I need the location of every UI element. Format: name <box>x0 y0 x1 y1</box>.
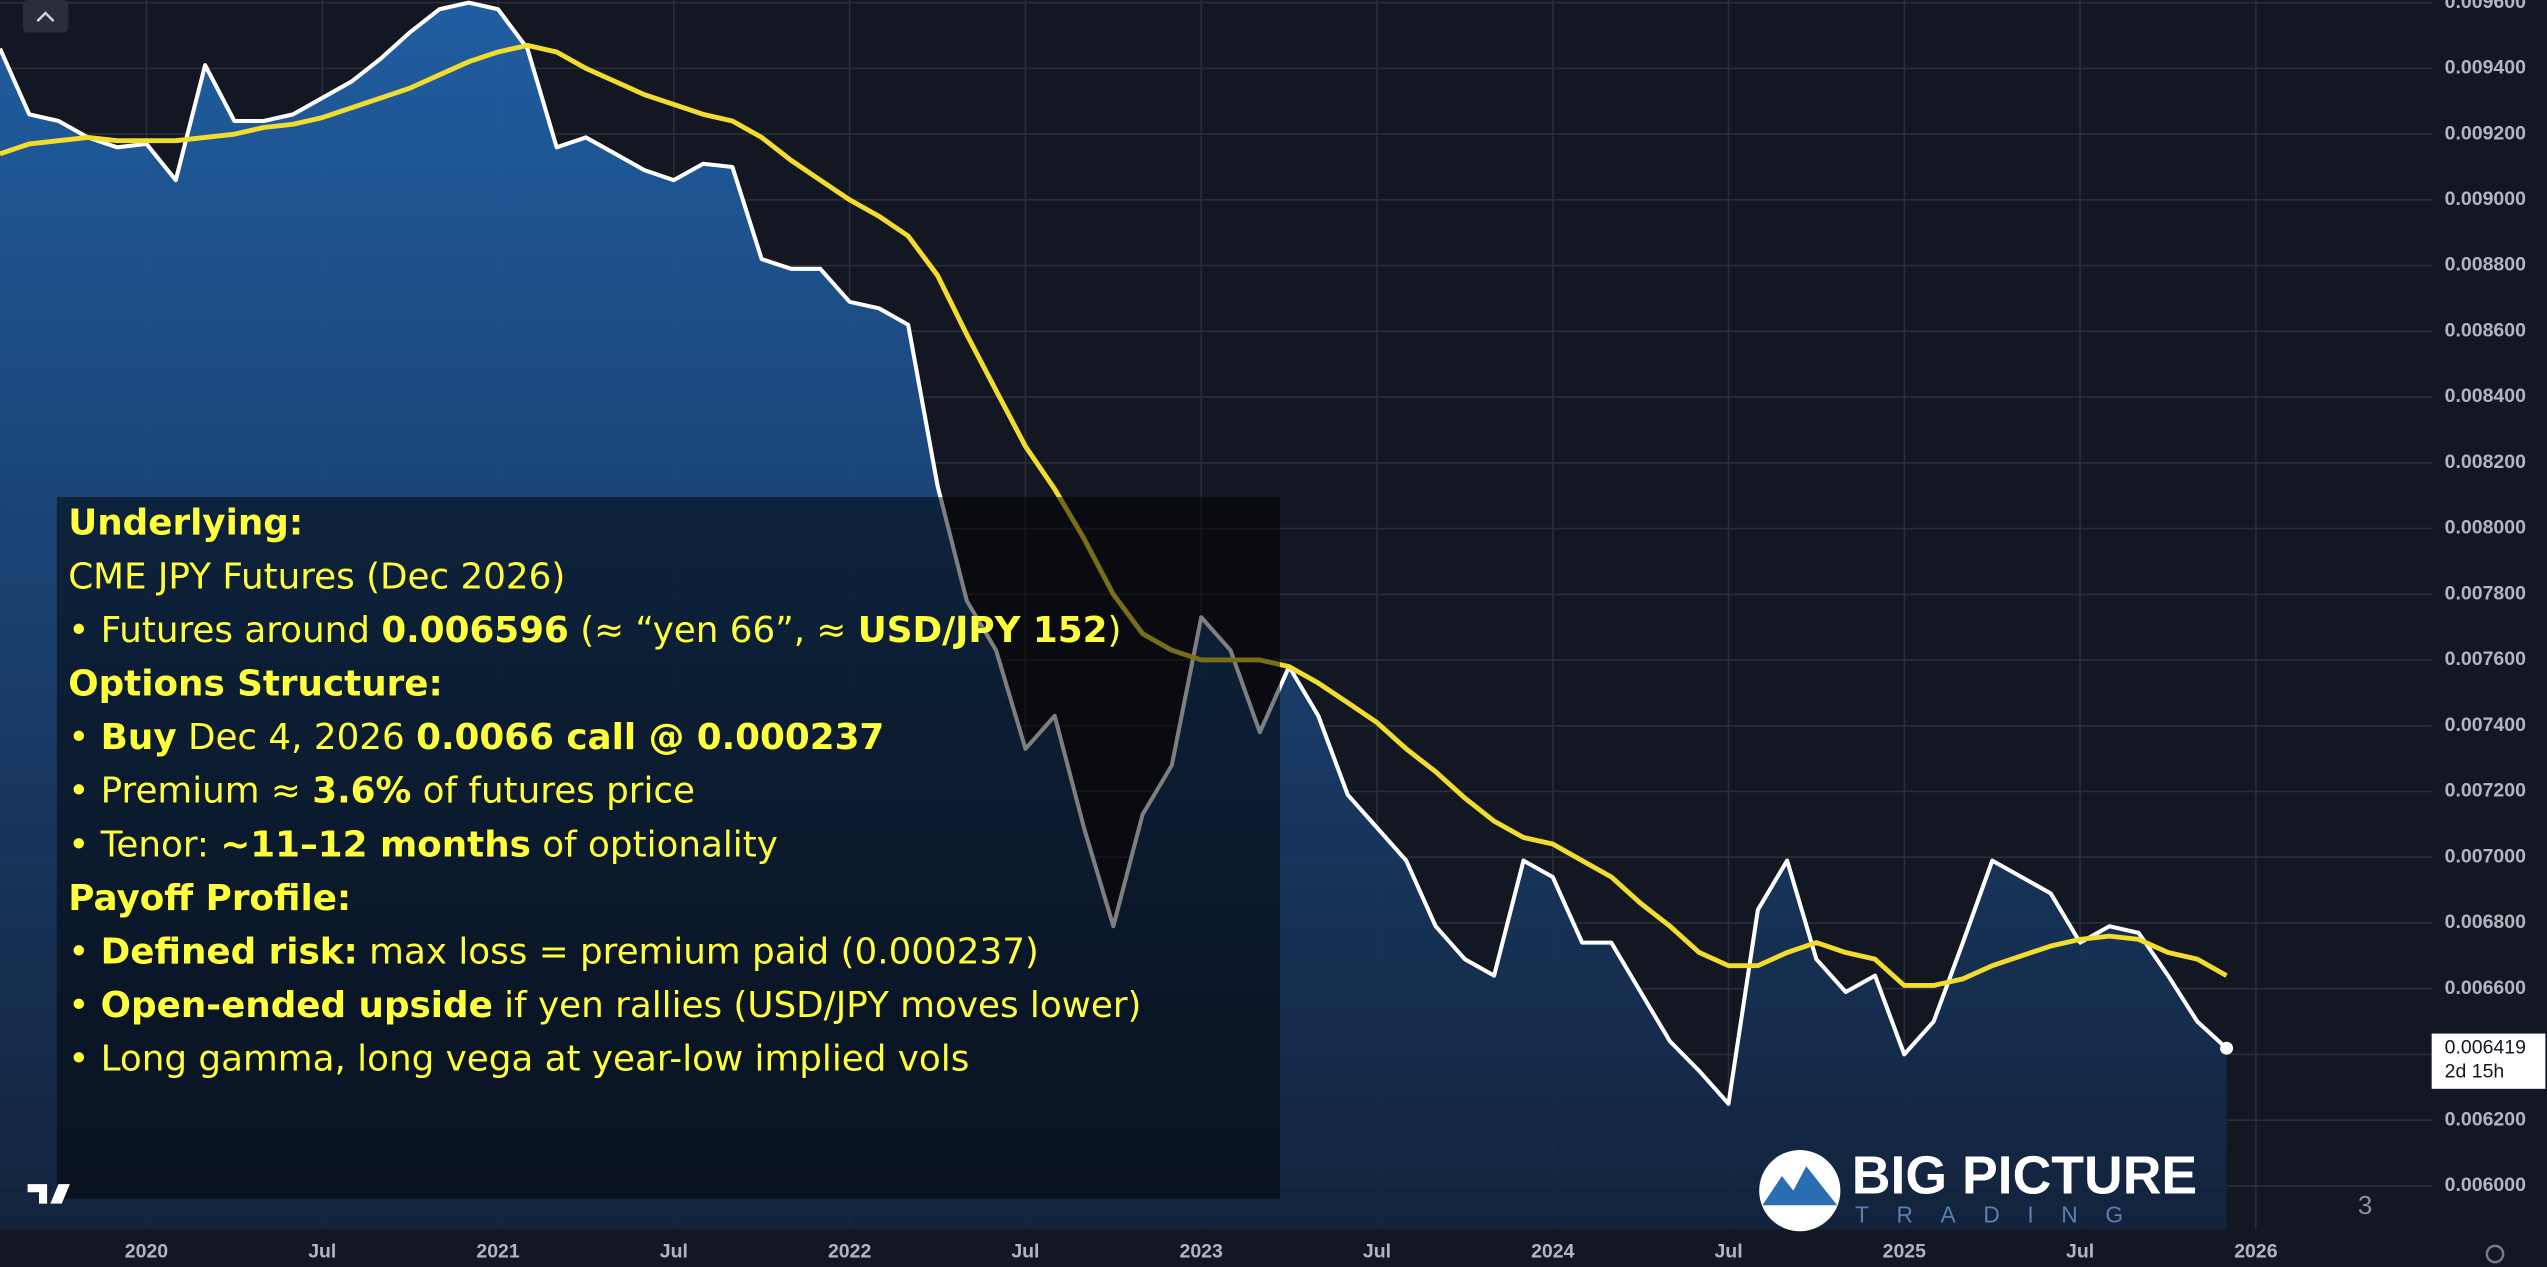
x-tick-label: 2023 <box>1180 1241 1224 1263</box>
y-tick-label: 0.008400 <box>2445 385 2526 407</box>
annotation-line: Underlying: <box>68 503 303 544</box>
logo-title: BIG PICTURE <box>1852 1145 2197 1205</box>
tv-logo <box>27 1184 70 1204</box>
annotation-segment: Open-ended upside <box>101 985 493 1026</box>
collapse-icon <box>36 11 55 22</box>
y-tick-label: 0.007000 <box>2445 845 2526 867</box>
settings-icon[interactable] <box>2485 1244 2505 1264</box>
annotation-segment: • Tenor: <box>68 824 220 865</box>
annotation-line: • Open-ended upside if yen rallies (USD/… <box>68 985 1141 1026</box>
x-tick-label: Jul <box>308 1241 336 1263</box>
x-tick-label: Jul <box>1714 1241 1742 1263</box>
annotation-segment: • Premium ≈ <box>68 771 312 812</box>
x-tick-label: Jul <box>1011 1241 1039 1263</box>
annotation-segment: 3.6% <box>312 771 411 812</box>
y-tick-label: 0.006000 <box>2445 1174 2526 1196</box>
x-tick-label: 2025 <box>1883 1241 1927 1263</box>
y-tick-label: 0.007400 <box>2445 714 2526 736</box>
annotation-line: • Long gamma, long vega at year-low impl… <box>68 1039 969 1080</box>
y-tick-label: 0.009000 <box>2445 188 2526 210</box>
y-tick-label: 0.008200 <box>2445 451 2526 473</box>
y-tick-label: 0.008000 <box>2445 517 2526 539</box>
brand-logo: BIG PICTURE TRADING <box>1759 1145 2197 1232</box>
y-tick-label: 0.009400 <box>2445 57 2526 79</box>
y-tick-label: 0.008800 <box>2445 254 2526 276</box>
annotation-segment: Buy <box>101 717 177 758</box>
y-tick-label: 0.007200 <box>2445 780 2526 802</box>
annotation-segment: ~11–12 months <box>220 824 531 865</box>
annotation-line: • Defined risk: max loss = premium paid … <box>68 931 1039 972</box>
annotation-segment: Underlying: <box>68 503 303 544</box>
annotation-line: • Premium ≈ 3.6% of futures price <box>68 771 695 812</box>
x-tick-label: Jul <box>1363 1241 1391 1263</box>
annotation-segment: max loss = premium paid (0.000237) <box>358 931 1039 972</box>
annotation-segment: 0.006596 <box>381 610 569 651</box>
y-tick-label: 0.006600 <box>2445 977 2526 999</box>
annotation-line: Payoff Profile: <box>68 878 351 919</box>
annotation-line: • Futures around 0.006596 (≈ “yen 66”, ≈… <box>68 610 1121 651</box>
annotation-segment: Payoff Profile: <box>68 878 351 919</box>
annotation-segment: • <box>68 717 100 758</box>
axes: 0.0060000.0062000.0064000.0066000.006800… <box>125 0 2546 1263</box>
annotation-box <box>56 497 1280 1199</box>
annotation-segment: CME JPY Futures (Dec 2026) <box>68 556 565 597</box>
annotation-segment: • <box>68 985 100 1026</box>
collapse-button[interactable] <box>22 0 69 33</box>
annotation-segment: Dec 4, 2026 <box>177 717 417 758</box>
annotation-segment: 0.0066 call @ 0.000237 <box>416 717 884 758</box>
annotation-segment: of futures price <box>411 771 695 812</box>
logo-subtitle: TRADING <box>1855 1202 2151 1228</box>
annotation: Underlying: CME JPY Futures (Dec 2026) • F… <box>68 503 1141 1080</box>
annotation-segment: (≈ “yen 66”, ≈ <box>569 610 858 651</box>
y-tick-label: 0.007600 <box>2445 648 2526 670</box>
y-tick-label: 0.006800 <box>2445 911 2526 933</box>
annotation-segment: USD/JPY 152 <box>858 610 1108 651</box>
page-number: 3 <box>2358 1190 2372 1220</box>
annotation-line: Options Structure: <box>68 663 443 704</box>
logo-mountain <box>1762 1166 1838 1206</box>
annotation-segment: • Long gamma, long vega at year-low impl… <box>68 1039 969 1080</box>
y-tick-label: 0.009200 <box>2445 122 2526 144</box>
annotation-segment: of optionality <box>531 824 778 865</box>
annotation-segment: ) <box>1107 610 1121 651</box>
x-tick-label: Jul <box>2066 1241 2094 1263</box>
x-tick-label: 2020 <box>125 1241 169 1263</box>
x-tick-label: 2022 <box>828 1241 872 1263</box>
annotation-segment: if yen rallies (USD/JPY moves lower) <box>493 985 1142 1026</box>
y-tick-label: 0.008600 <box>2445 319 2526 341</box>
countdown: 2d 15h <box>2445 1061 2505 1083</box>
annotation-segment: Defined risk: <box>101 931 358 972</box>
x-tick-label: Jul <box>660 1241 688 1263</box>
annotation-segment: Options Structure: <box>68 663 443 704</box>
annotation-line: • Tenor: ~11–12 months of optionality <box>68 824 778 865</box>
x-tick-label: 2024 <box>1531 1241 1575 1263</box>
annotation-line: CME JPY Futures (Dec 2026) <box>68 556 565 597</box>
x-tick-label: 2026 <box>2234 1241 2278 1263</box>
annotation-segment: • Futures around <box>68 610 381 651</box>
y-tick-label: 0.006200 <box>2445 1108 2526 1130</box>
last-price-label: 0.006419 <box>2445 1036 2526 1058</box>
last-point <box>2220 1041 2234 1055</box>
y-tick-label: 0.009600 <box>2445 0 2526 13</box>
y-tick-label: 0.007800 <box>2445 582 2526 604</box>
last-price-box <box>2431 1033 2546 1089</box>
annotation-line: • Buy Dec 4, 2026 0.0066 call @ 0.000237 <box>68 717 884 758</box>
annotation-segment: • <box>68 931 100 972</box>
x-tick-label: 2021 <box>476 1241 520 1263</box>
